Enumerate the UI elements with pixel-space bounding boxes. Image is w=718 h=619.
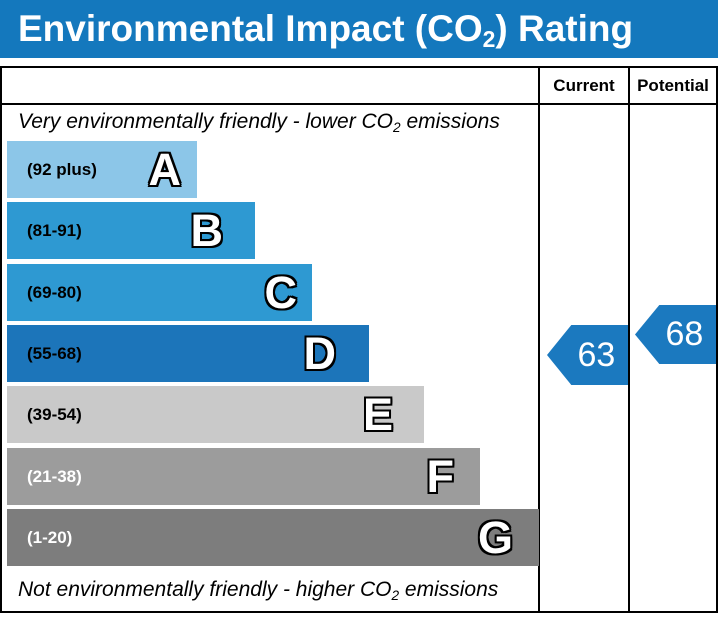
band-c: (69-80) C [7,264,312,321]
band-c-range: (69-80) [27,282,82,302]
potential-rating-value: 68 [665,315,704,353]
current-rating-arrow: 63 [547,325,628,385]
co2-subscript: 2 [391,588,400,604]
co2-subscript: 2 [393,120,401,136]
band-d-letter: D [303,328,337,379]
band-e: (39-54) E [7,386,424,443]
band-a-letter: A [148,144,182,195]
rating-table: Current Potential Very environmentally f… [0,66,718,613]
top-caption: Very environmentally friendly - lower CO… [18,110,500,136]
current-column-header: Current [553,76,615,95]
band-f-letter: F [426,451,455,502]
band-f: (21-38) F [7,448,480,505]
current-column-divider [538,68,540,611]
band-c-letter: C [264,267,298,318]
band-f-range: (21-38) [27,466,82,486]
potential-column-header: Potential [637,76,709,95]
band-d: (55-68) D [7,325,369,382]
band-e-range: (39-54) [27,404,82,424]
page-title: Environmental Impact (CO2) Rating [18,8,634,53]
title-bar: Environmental Impact (CO2) Rating [0,0,718,58]
potential-rating-arrow: 68 [635,305,716,364]
band-b-letter: B [190,205,224,256]
band-g: (1-20) G [7,509,539,566]
band-g-letter: G [477,512,513,563]
band-g-range: (1-20) [27,527,73,547]
header-divider [2,103,716,105]
potential-column-divider [628,68,630,611]
co2-subscript: 2 [482,26,496,53]
band-a-range: (92 plus) [27,159,97,179]
band-b: (81-91) B [7,202,255,259]
band-d-range: (55-68) [27,343,82,363]
band-a: (92 plus) A [7,141,197,198]
band-b-range: (81-91) [27,220,82,240]
bottom-caption: Not environmentally friendly - higher CO… [18,578,499,604]
band-e-letter: E [362,389,393,440]
current-rating-value: 63 [577,335,616,374]
